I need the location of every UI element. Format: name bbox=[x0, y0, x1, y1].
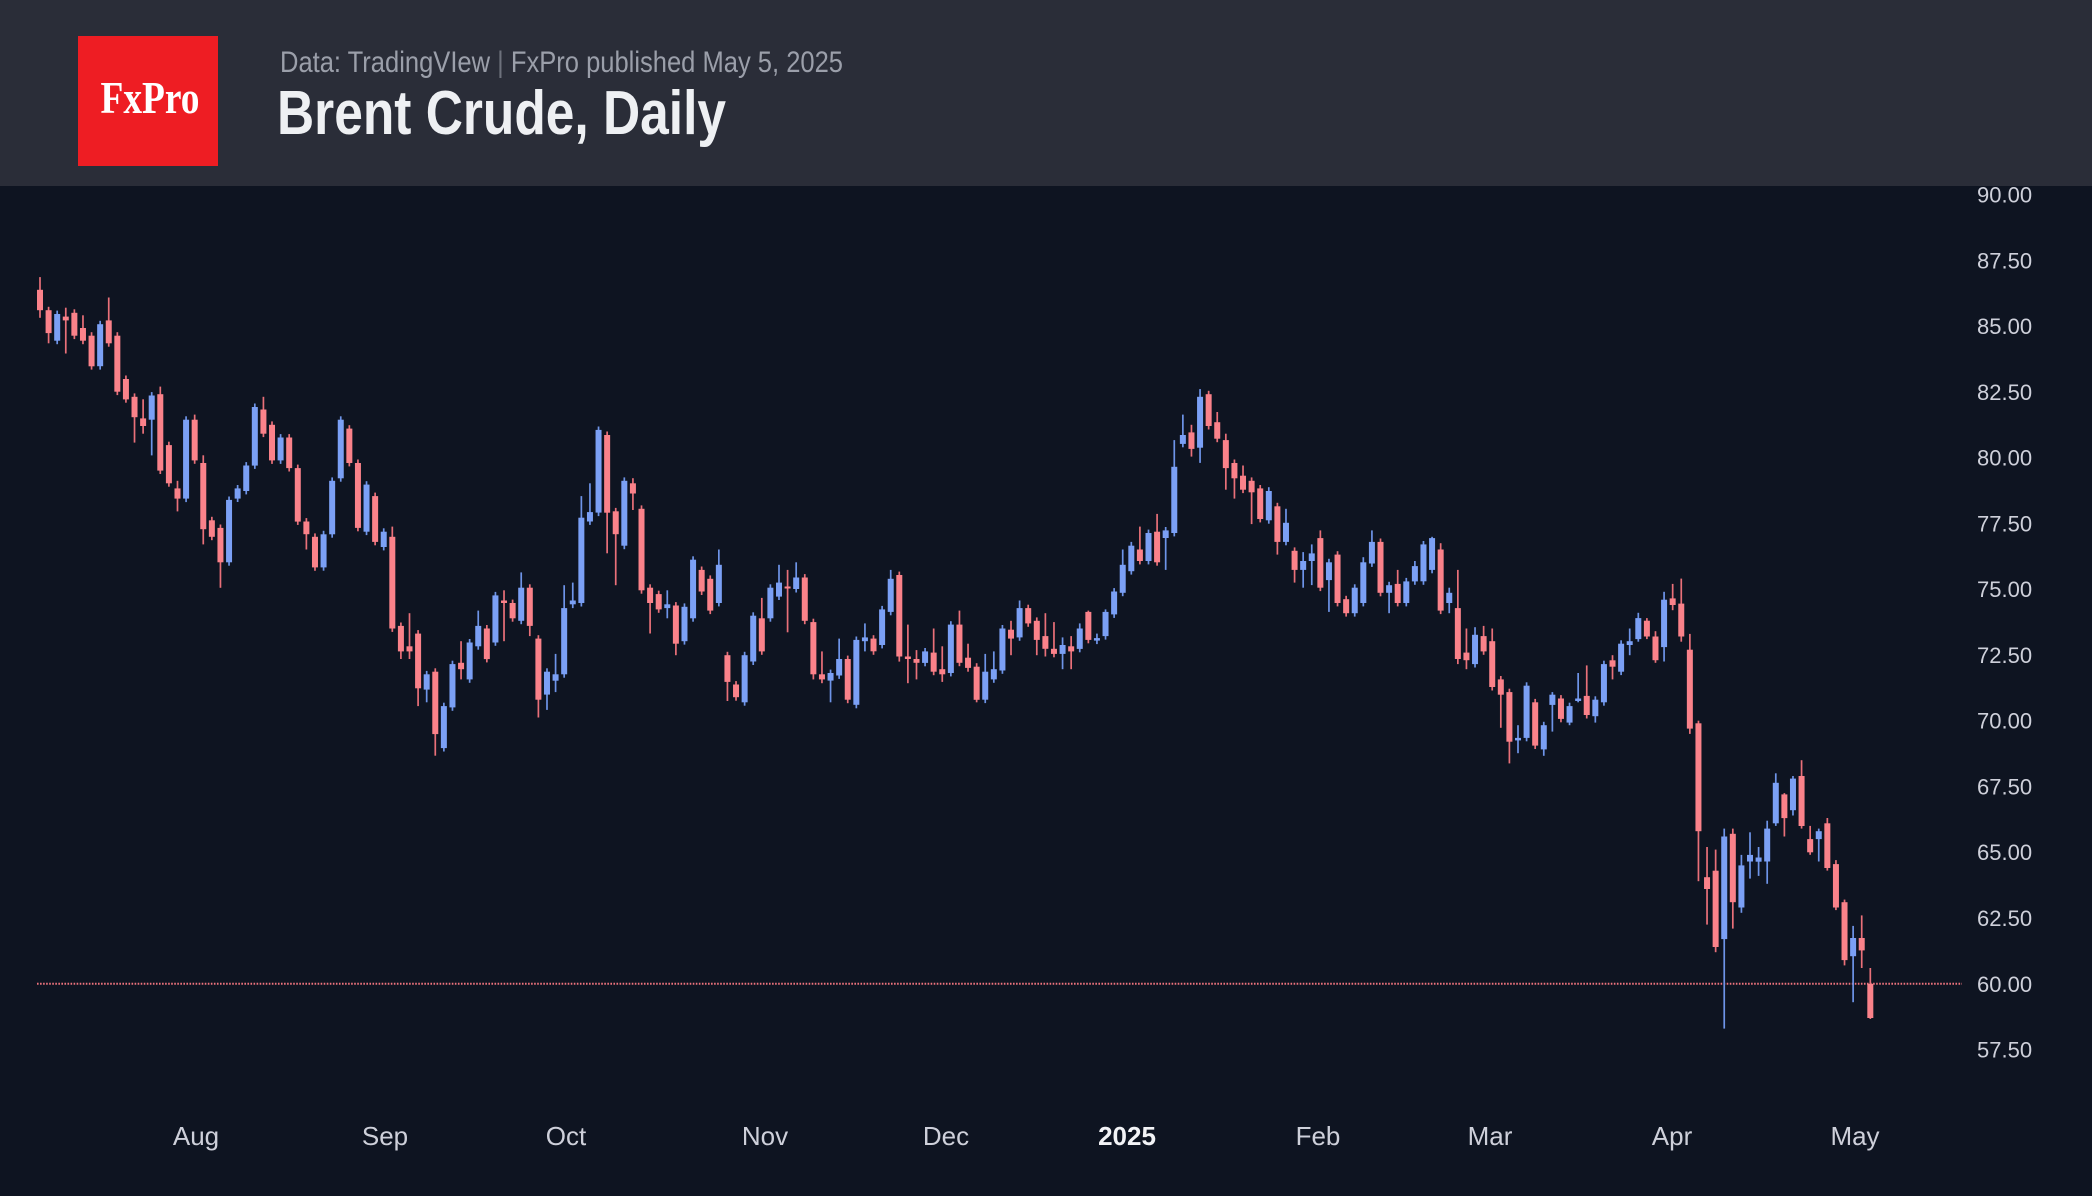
svg-text:2025: 2025 bbox=[1098, 1121, 1156, 1151]
svg-text:60.00: 60.00 bbox=[1977, 972, 2032, 997]
svg-text:70.00: 70.00 bbox=[1977, 709, 2032, 734]
svg-text:85.00: 85.00 bbox=[1977, 314, 2032, 339]
svg-text:80.00: 80.00 bbox=[1977, 446, 2032, 471]
svg-text:Mar: Mar bbox=[1468, 1121, 1513, 1151]
svg-text:Nov: Nov bbox=[742, 1121, 788, 1151]
svg-text:75.00: 75.00 bbox=[1977, 577, 2032, 602]
svg-text:82.50: 82.50 bbox=[1977, 380, 2032, 405]
svg-text:Feb: Feb bbox=[1296, 1121, 1341, 1151]
svg-text:Aug: Aug bbox=[173, 1121, 219, 1151]
svg-text:Brent Crude, Daily: Brent Crude, Daily bbox=[277, 79, 726, 148]
svg-text:67.50: 67.50 bbox=[1977, 775, 2032, 800]
svg-text:72.50: 72.50 bbox=[1977, 643, 2032, 668]
svg-text:May: May bbox=[1830, 1121, 1879, 1151]
svg-text:87.50: 87.50 bbox=[1977, 248, 2032, 273]
svg-text:Sep: Sep bbox=[362, 1121, 408, 1151]
svg-text:Data: TradingVIew | FxPro publ: Data: TradingVIew | FxPro published May … bbox=[280, 46, 843, 79]
svg-text:57.50: 57.50 bbox=[1977, 1038, 2032, 1063]
svg-text:77.50: 77.50 bbox=[1977, 511, 2032, 536]
svg-text:Oct: Oct bbox=[546, 1121, 587, 1151]
svg-text:62.50: 62.50 bbox=[1977, 906, 2032, 931]
svg-text:FxPro: FxPro bbox=[101, 72, 200, 123]
svg-text:90.00: 90.00 bbox=[1977, 183, 2032, 208]
svg-text:65.00: 65.00 bbox=[1977, 840, 2032, 865]
svg-text:Apr: Apr bbox=[1652, 1121, 1693, 1151]
svg-text:Dec: Dec bbox=[923, 1121, 969, 1151]
